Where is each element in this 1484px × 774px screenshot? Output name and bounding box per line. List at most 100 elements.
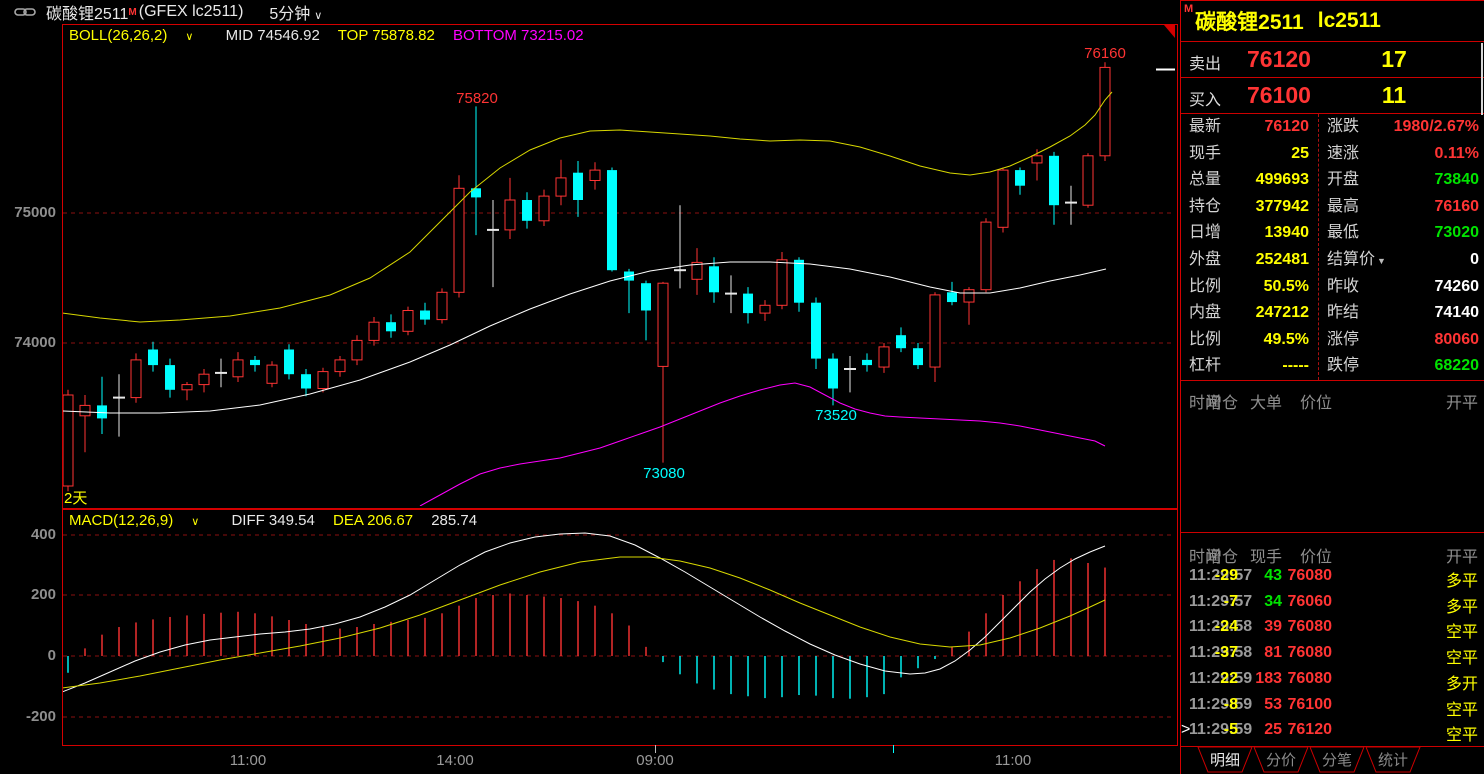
quote-field-label: 内盘 [1189,304,1222,322]
quote-field-value: 74140 [1434,304,1480,322]
boll-name[interactable]: BOLL(26,26,2) ∨ [69,27,194,44]
candle [878,343,890,373]
candle [657,281,669,463]
candlestick-canvas[interactable]: 76160 75820 73080 73520 2天 [63,25,1175,506]
macd-indicator-label: MACD(12,26,9) ∨ DIFF 349.54 DEA 206.67 28… [69,512,491,529]
trade-price: 76080 [1287,669,1333,687]
candle [794,257,804,312]
trade-price: 76080 [1287,644,1333,662]
candle [266,361,278,388]
candle [1015,167,1025,195]
tab-label[interactable]: 明细 [1210,752,1240,769]
ask-row[interactable]: 卖出 76120 17 [1181,42,1484,78]
days-range-label[interactable]: 2天 [64,490,87,506]
candle [555,159,567,206]
trade-time: 11:29:58 [1189,644,1253,662]
quote-field-value: 76160 [1434,197,1480,215]
trade-time: 11:29:59 [1189,669,1253,687]
tab-统计[interactable] [1365,746,1421,773]
scrollbar-thumb[interactable] [1481,43,1483,115]
macd-dea-line [63,556,1106,689]
triangle-down-icon[interactable]: ▼ [1377,256,1386,266]
quote-field-value: 499693 [1255,171,1309,189]
candle [386,314,396,338]
bid-label: 买入 [1189,92,1222,109]
quote-field-value: 50.5% [1263,277,1309,295]
trade-time: 11:29:57 [1189,567,1253,584]
price-annotation: 76160 [1084,45,1126,62]
tab-label[interactable]: 统计 [1378,752,1408,769]
quote-detail-row: 开盘 73840 [1318,167,1484,194]
tab-明细[interactable] [1197,746,1253,773]
quote-detail-row: 跌停 68220 [1318,353,1484,380]
time-axis-label: 09:00 [636,752,674,769]
macd-panel[interactable]: MACD(12,26,9) ∨ DIFF 349.54 DEA 206.67 28… [62,509,1178,746]
quote-field-value: 76120 [1264,118,1310,135]
chain-link-icon[interactable] [14,6,36,18]
ask-price[interactable]: 76120 [1247,46,1311,72]
corner-notch [1164,25,1175,38]
bid-row[interactable]: 买入 76100 11 [1181,78,1484,114]
trade-price: 76120 [1287,721,1333,739]
quote-field-value: 252481 [1255,251,1309,268]
candle [113,374,125,437]
candle [1049,151,1059,225]
current-row-marker: > [1181,721,1191,739]
bottom-tabs: 明细 分价 分笔 统计 [1181,746,1484,773]
quote-field-value: 80060 [1434,330,1480,348]
tab-label[interactable]: 分价 [1266,752,1296,769]
quote-field-value: 73840 [1434,171,1480,189]
quote-field-label[interactable]: 结算价 [1327,251,1376,268]
quote-field-value: 49.5% [1263,330,1309,348]
quote-detail-row: 昨结 74140 [1318,300,1484,327]
quote-field-value: 73020 [1434,224,1480,242]
period-selector[interactable]: 5分钟 ∨ [269,6,323,23]
candle [963,287,975,325]
tab-label[interactable]: 分笔 [1322,752,1352,769]
tab-分价[interactable] [1253,746,1309,773]
candle [215,358,227,388]
macd-axis-label: 0 [47,647,56,664]
trade-volume: 53 [1264,695,1282,713]
column-header: 现手 [1249,549,1282,566]
trade-time: 11:29:57 [1189,592,1253,610]
trade-volume: 81 [1264,644,1282,662]
quote-field-label: 杠杆 [1189,357,1222,375]
column-header: 增仓 [1205,549,1238,566]
chevron-down-icon: ∨ [191,516,200,528]
quote-detail-row: 最低 73020 [1318,220,1484,247]
column-divider [1318,114,1319,380]
candle [538,189,550,226]
macd-diff-line [63,532,1106,693]
macd-canvas[interactable] [63,510,1175,743]
quote-detail-row: 最新 76120 [1181,114,1318,141]
macd-name[interactable]: MACD(12,26,9) ∨ [69,512,200,529]
quote-field-value: 74260 [1434,277,1480,295]
trade-oi-change: -37 [1214,644,1238,662]
quote-detail-row: 现手 25 [1181,141,1318,168]
quote-detail-row: 日增 13940 [1181,220,1318,247]
macd-dea-value: DEA 206.67 [332,512,414,529]
title-bar: 碳酸锂2511 M (GFEX lc2511) 5分钟 ∨ [0,0,1180,24]
quote-field-label: 外盘 [1189,251,1222,268]
instrument-title[interactable]: 碳酸锂2511 [46,6,129,23]
main-price-chart[interactable]: BOLL(26,26,2) ∨ MID 74546.92 TOP 75878.82… [62,24,1178,509]
candle [522,192,532,229]
quote-detail-row: 总量 499693 [1181,167,1318,194]
trade-time: 11:29:59 [1189,721,1253,739]
bid-price[interactable]: 76100 [1247,82,1311,108]
trade-open-close: 空平 [1445,624,1478,642]
candle [1082,153,1094,208]
price-annotation: 73520 [815,407,857,424]
time-axis-label: 11:00 [229,752,267,769]
quote-panel: M 碳酸锂2511 lc2511 卖出 76120 17 买入 76100 11… [1180,0,1484,774]
trade-volume: 25 [1264,721,1282,739]
candle [165,358,175,398]
candle [368,317,380,346]
tab-分笔[interactable] [1309,746,1365,773]
quote-field-label: 最新 [1189,118,1222,135]
candle [759,300,771,321]
candle [148,341,158,372]
candle [436,288,448,324]
time-axis-label: 11:00 [994,752,1032,769]
